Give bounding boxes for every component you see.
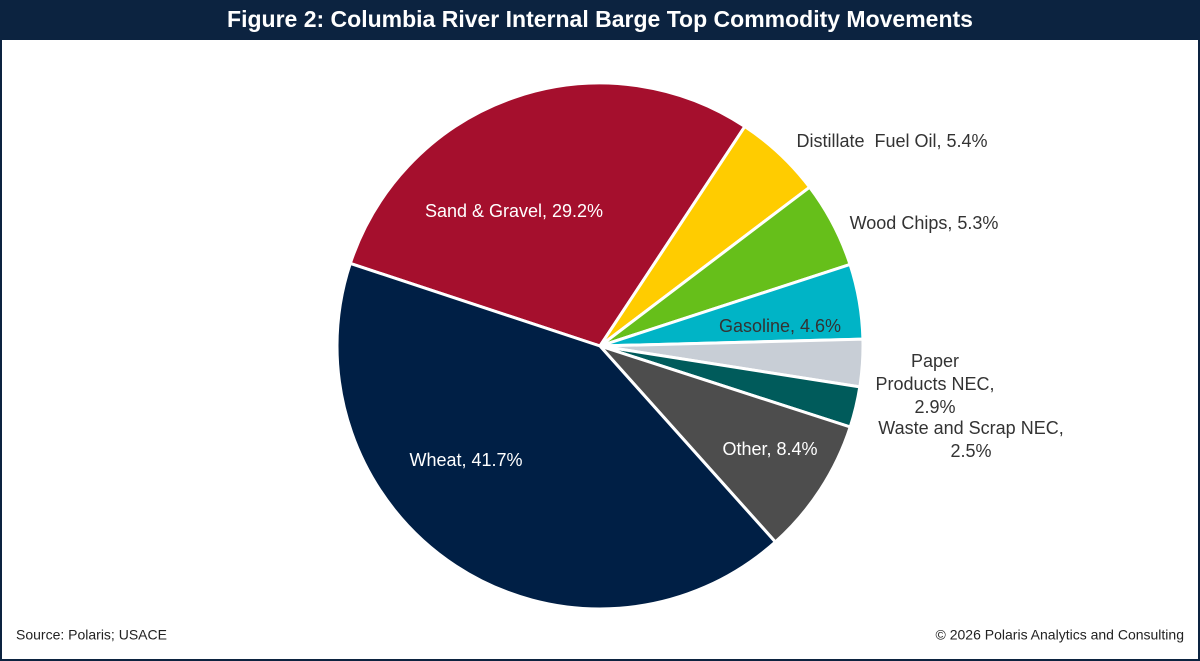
data-label: Sand & Gravel, 29.2%: [425, 201, 603, 221]
copyright: © 2026 Polaris Analytics and Consulting: [936, 627, 1184, 643]
data-label: 2.9%: [914, 397, 955, 417]
data-label: Other, 8.4%: [722, 439, 817, 459]
pie-slice: [335, 261, 778, 611]
data-label: Wood Chips, 5.3%: [850, 213, 999, 233]
data-label: Distillate Fuel Oil, 5.4%: [796, 131, 987, 151]
chart-title: Figure 2: Columbia River Internal Barge …: [227, 6, 973, 32]
pie-slice: [348, 81, 747, 348]
title-bar: [0, 0, 1200, 40]
pie-slice: [595, 342, 853, 545]
data-label: Gasoline, 4.6%: [719, 316, 841, 336]
data-label: Waste and Scrap NEC,: [878, 418, 1063, 438]
data-label: Paper: [911, 351, 959, 371]
data-label: 2.5%: [950, 441, 991, 461]
data-label: Wheat, 41.7%: [409, 450, 522, 470]
source: Source: Polaris; USACE: [16, 627, 167, 643]
data-label: Products NEC,: [875, 374, 994, 394]
